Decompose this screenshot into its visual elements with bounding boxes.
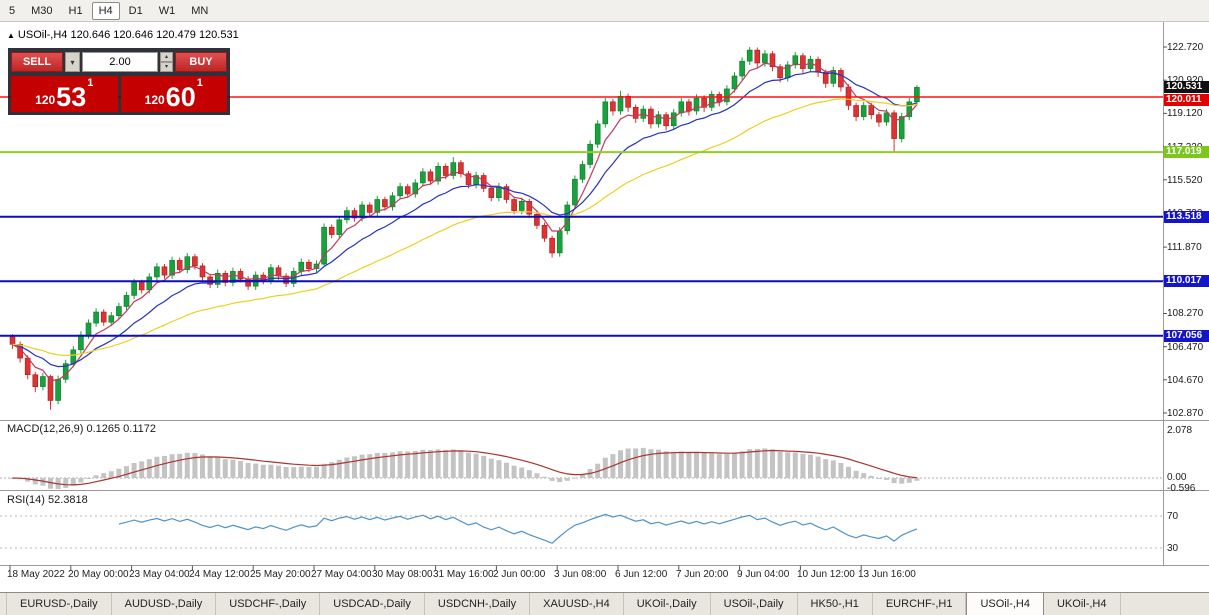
symbol-tab-xauusd-h4[interactable]: XAUUSD-,H4 — [530, 593, 624, 615]
buy-button[interactable]: BUY — [175, 52, 227, 72]
sell-price-sup: 1 — [87, 77, 94, 89]
macd-axis-min-label: -0.596 — [1167, 483, 1196, 494]
symbol-tab-usoil-h4[interactable]: USOil-,H4 — [966, 593, 1044, 615]
timeframe-toolbar: 5 M30 H1 H4 D1 W1 MN — [0, 0, 1209, 22]
time-axis-label: 23 May 04:00 — [129, 569, 190, 580]
price-axis-label: 102.870 — [1167, 408, 1204, 419]
timeframe-button-mn[interactable]: MN — [184, 2, 215, 20]
one-click-trade-panel: SELL ▾ ▴ ▾ BUY 120 53 1 120 60 1 — [8, 48, 230, 115]
rsi-level-70-label: 70 — [1167, 511, 1179, 522]
sell-price-prefix: 120 — [35, 93, 56, 107]
time-axis-label: 9 Jun 04:00 — [737, 569, 790, 580]
timeframe-button-h1[interactable]: H1 — [62, 2, 90, 20]
price-axis-label: 106.470 — [1167, 342, 1204, 353]
symbol-tab-usdcnh-daily[interactable]: USDCNH-,Daily — [425, 593, 531, 615]
price-axis-label: 111.870 — [1167, 242, 1202, 253]
price-axis-label: 115.520 — [1167, 175, 1203, 186]
volume-decrease-button[interactable]: ▾ — [160, 62, 173, 72]
symbol-tab-hk50-h1[interactable]: HK50-,H1 — [798, 593, 873, 615]
buy-price-button[interactable]: 120 60 1 — [120, 76, 227, 112]
volume-input[interactable] — [82, 52, 158, 72]
symbol-tab-eurusd-daily[interactable]: EURUSD-,Daily — [6, 593, 112, 615]
price-chart-canvas[interactable] — [0, 22, 1209, 592]
price-axis-label: 108.270 — [1167, 308, 1204, 319]
time-axis-label: 31 May 16:00 — [433, 569, 494, 580]
timeframe-button-h4[interactable]: H4 — [91, 1, 120, 20]
price-level-badge: 107.056 — [1164, 330, 1209, 342]
timeframe-button-d1[interactable]: D1 — [122, 2, 150, 20]
macd-axis-max-label: 2.078 — [1167, 425, 1193, 436]
time-axis-label: 7 Jun 20:00 — [676, 569, 729, 580]
symbol-tab-audusd-daily[interactable]: AUDUSD-,Daily — [112, 593, 217, 615]
time-axis-label: 24 May 12:00 — [189, 569, 250, 580]
time-axis-label: 27 May 04:00 — [311, 569, 372, 580]
chart-area: ▲ USOil-,H4 120.646 120.646 120.479 120.5… — [0, 22, 1209, 592]
symbol-tab-usdchf-daily[interactable]: USDCHF-,Daily — [216, 593, 321, 615]
chevron-down-icon: ▾ — [70, 57, 75, 67]
timeframe-button-m30[interactable]: M30 — [24, 2, 59, 20]
time-axis-label: 6 Jun 12:00 — [615, 569, 668, 580]
time-axis-label: 13 Jun 16:00 — [858, 569, 916, 580]
price-axis-label: 119.120 — [1167, 108, 1203, 119]
time-axis-label: 18 May 2022 — [7, 569, 65, 580]
volume-increase-button[interactable]: ▴ — [160, 52, 173, 62]
time-axis-label: 30 May 08:00 — [372, 569, 433, 580]
price-axis-label: 104.670 — [1167, 375, 1204, 386]
chart-ohlc-text: USOil-,H4 120.646 120.646 120.479 120.53… — [17, 29, 239, 41]
time-axis-label: 10 Jun 12:00 — [797, 569, 855, 580]
sell-button[interactable]: SELL — [11, 52, 63, 72]
time-axis-label: 20 May 00:00 — [68, 569, 129, 580]
price-level-badge: 120.531 — [1164, 81, 1209, 93]
timeframe-button-m5[interactable]: 5 — [2, 2, 22, 20]
buy-price-sup: 1 — [196, 77, 203, 89]
buy-price-big: 60 — [165, 82, 196, 112]
price-axis-label: 120.920 — [1167, 75, 1203, 86]
macd-axis-zero-label: 0.00 — [1167, 472, 1187, 483]
symbol-tab-usoil-daily[interactable]: USOil-,Daily — [711, 593, 798, 615]
chart-tabs-bar: EURUSD-,Daily AUDUSD-,Daily USDCHF-,Daily U… — [0, 592, 1209, 615]
macd-indicator-label: MACD(12,26,9) 0.1265 0.1172 — [7, 423, 156, 435]
symbol-tab-ukoil-h4[interactable]: UKOil-,H4 — [1044, 593, 1121, 615]
symbol-tab-usdcad-daily[interactable]: USDCAD-,Daily — [320, 593, 425, 615]
price-level-badge: 117.019 — [1164, 146, 1209, 158]
rsi-level-30-label: 30 — [1167, 543, 1179, 554]
price-axis-label: 122.720 — [1167, 42, 1204, 53]
sell-price-big: 53 — [56, 82, 87, 112]
volume-dropdown-button[interactable]: ▾ — [65, 52, 80, 72]
price-level-badge: 110.017 — [1164, 275, 1209, 287]
price-level-badge: 113.518 — [1164, 211, 1209, 223]
chart-symbol-icon: ▲ — [7, 31, 15, 40]
volume-stepper: ▴ ▾ — [160, 52, 173, 72]
chart-title: ▲ USOil-,H4 120.646 120.646 120.479 120.5… — [7, 29, 239, 41]
symbol-tab-ukoil-daily[interactable]: UKOil-,Daily — [624, 593, 711, 615]
buy-price-prefix: 120 — [144, 93, 165, 107]
time-axis-label: 2 Jun 00:00 — [493, 569, 546, 580]
time-axis-label: 25 May 20:00 — [250, 569, 311, 580]
symbol-tab-eurchf-h1[interactable]: EURCHF-,H1 — [873, 593, 967, 615]
sell-price-button[interactable]: 120 53 1 — [11, 76, 118, 112]
time-axis-label: 3 Jun 08:00 — [554, 569, 607, 580]
timeframe-button-w1[interactable]: W1 — [152, 2, 183, 20]
rsi-indicator-label: RSI(14) 52.3818 — [7, 494, 88, 506]
trade-panel-controls: SELL ▾ ▴ ▾ BUY — [11, 51, 227, 73]
trade-panel-prices: 120 53 1 120 60 1 — [11, 76, 227, 112]
price-level-badge: 120.011 — [1164, 94, 1209, 106]
